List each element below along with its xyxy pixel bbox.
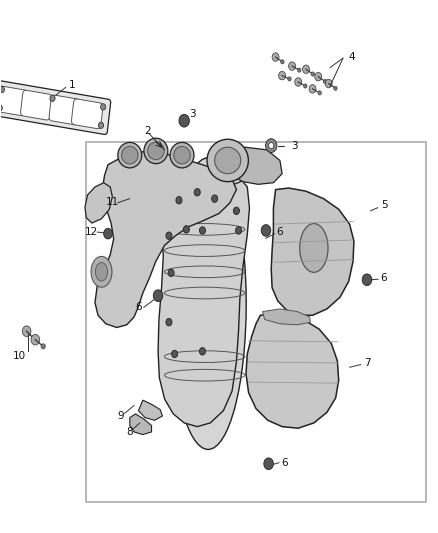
Text: 2: 2 [144,126,151,136]
Circle shape [297,68,301,72]
Text: 7: 7 [364,358,370,368]
Circle shape [22,326,31,336]
Circle shape [362,274,372,286]
Bar [86,142,426,503]
Circle shape [281,60,284,64]
Circle shape [261,224,271,236]
FancyBboxPatch shape [71,99,103,128]
Text: 11: 11 [106,197,119,207]
Text: 6: 6 [380,273,387,283]
Circle shape [311,72,314,76]
Polygon shape [158,167,250,426]
Text: 5: 5 [381,200,388,210]
Circle shape [318,91,321,95]
Circle shape [315,72,322,81]
Ellipse shape [300,223,328,272]
Circle shape [323,79,327,84]
Circle shape [199,227,205,234]
FancyBboxPatch shape [0,80,111,134]
Ellipse shape [148,142,164,160]
Circle shape [168,269,174,277]
Circle shape [184,225,189,233]
Polygon shape [138,400,162,420]
Circle shape [166,232,172,239]
Circle shape [236,227,242,234]
Ellipse shape [118,142,142,168]
Ellipse shape [170,158,246,449]
Circle shape [99,122,104,128]
Circle shape [265,139,277,152]
Text: 4: 4 [349,52,355,62]
Circle shape [0,105,2,111]
Circle shape [325,79,332,88]
Circle shape [166,318,172,326]
FancyBboxPatch shape [21,90,52,120]
Polygon shape [95,151,237,327]
Text: 8: 8 [127,427,133,437]
Circle shape [41,344,46,349]
Polygon shape [226,147,282,184]
Ellipse shape [174,147,190,164]
Polygon shape [262,309,311,325]
FancyBboxPatch shape [0,86,28,116]
Circle shape [304,84,307,88]
Ellipse shape [121,147,138,164]
Text: 6: 6 [281,458,288,467]
Circle shape [295,78,302,86]
Circle shape [32,336,36,341]
Circle shape [303,65,310,74]
Circle shape [264,458,273,470]
Text: 3: 3 [190,109,196,119]
Ellipse shape [215,147,241,174]
Ellipse shape [91,256,112,287]
Circle shape [289,62,296,70]
Polygon shape [271,188,354,316]
Circle shape [233,207,240,215]
Circle shape [104,228,113,239]
Text: 3: 3 [291,141,297,151]
Circle shape [172,350,178,358]
Circle shape [288,77,291,81]
Text: 12: 12 [85,227,99,237]
Circle shape [50,95,55,101]
Text: 1: 1 [69,80,76,90]
Circle shape [279,71,286,80]
FancyBboxPatch shape [49,95,81,125]
Polygon shape [130,414,152,434]
Text: 9: 9 [117,411,124,421]
Circle shape [176,197,182,204]
Circle shape [309,85,316,93]
Circle shape [334,86,337,91]
Polygon shape [85,183,113,223]
Circle shape [199,348,205,355]
Circle shape [0,86,4,93]
Ellipse shape [144,138,168,164]
Ellipse shape [159,167,244,188]
Circle shape [194,189,200,196]
Circle shape [101,104,106,110]
Polygon shape [246,313,339,428]
Text: 10: 10 [13,351,26,361]
Ellipse shape [170,142,194,168]
Circle shape [272,53,279,61]
Circle shape [268,142,274,149]
Circle shape [153,290,163,302]
Ellipse shape [207,139,248,182]
Circle shape [212,195,218,203]
Circle shape [31,334,40,345]
Ellipse shape [95,263,108,281]
Text: 6: 6 [277,227,283,237]
Circle shape [179,114,189,127]
Text: 6: 6 [135,302,142,312]
